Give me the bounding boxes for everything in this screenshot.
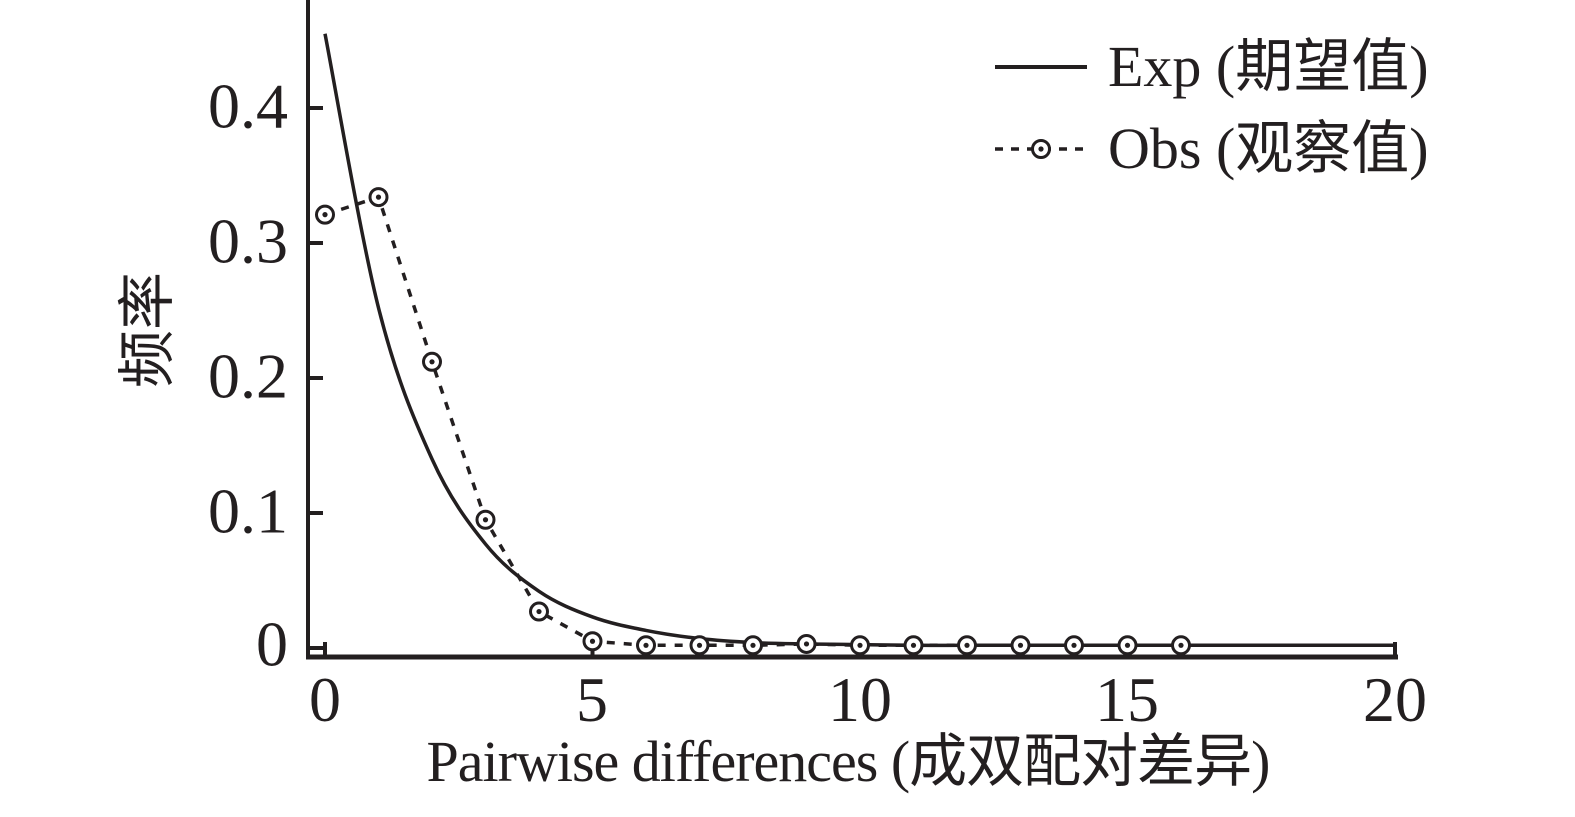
dashed-line-circle-swatch-icon bbox=[995, 139, 1087, 159]
solid-line-swatch-icon bbox=[995, 65, 1087, 69]
x-tick-label: 15 bbox=[1095, 664, 1159, 735]
legend-item-exp: Exp (期望值) bbox=[992, 34, 1429, 100]
x-tick-label: 0 bbox=[309, 664, 341, 735]
y-tick-label: 0.4 bbox=[208, 70, 288, 142]
x-axis-title: Pairwise differences (成双配对差异) bbox=[426, 729, 1271, 794]
y-tick-label: 0.1 bbox=[208, 475, 288, 547]
y-axis-title: 频率 bbox=[115, 271, 180, 389]
y-tick-label: 0.3 bbox=[208, 205, 288, 277]
legend-label-exp: Exp (期望值) bbox=[1108, 34, 1429, 99]
x-tick-label: 20 bbox=[1363, 664, 1427, 735]
x-tick-label: 5 bbox=[576, 664, 608, 735]
x-tick-label: 10 bbox=[828, 664, 892, 735]
y-tick-label: 0 bbox=[256, 608, 288, 680]
legend-label-obs: Obs (观察值) bbox=[1108, 116, 1429, 181]
y-tick-label: 0.2 bbox=[208, 340, 288, 412]
legend-item-obs: Obs (观察值) bbox=[992, 116, 1429, 182]
legend: Exp (期望值) Obs (观察值) bbox=[992, 34, 1429, 182]
